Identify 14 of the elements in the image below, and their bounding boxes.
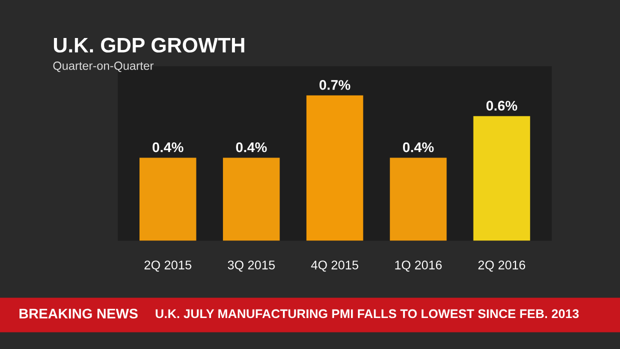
data-label: 0.6% — [486, 100, 518, 111]
text: BREAKING NEWS — [20, 308, 138, 319]
chart-title: U.K. GDP GROWTH — [54, 38, 244, 53]
x-tick-label: 2Q 2016 — [478, 260, 526, 272]
data-label: 0.7% — [320, 80, 350, 90]
data-label: 0.4% — [236, 142, 267, 152]
chart-subtitle: Quarter-on-Quarter — [53, 62, 154, 72]
data-label: 0.4% — [402, 142, 434, 152]
x-tick-label: 2Q 2015 — [144, 260, 192, 272]
x-tick-label: 1Q 2016 — [395, 260, 442, 272]
data-label: 0.4% — [152, 142, 184, 152]
x-tick-label: 3Q 2015 — [228, 260, 275, 272]
x-tick-label: 4Q 2015 — [311, 260, 358, 272]
text: U.K. JULY MANUFACTURING PMI FALLS TO LOWEST SINCE FEB. 2013 — [156, 309, 579, 318]
